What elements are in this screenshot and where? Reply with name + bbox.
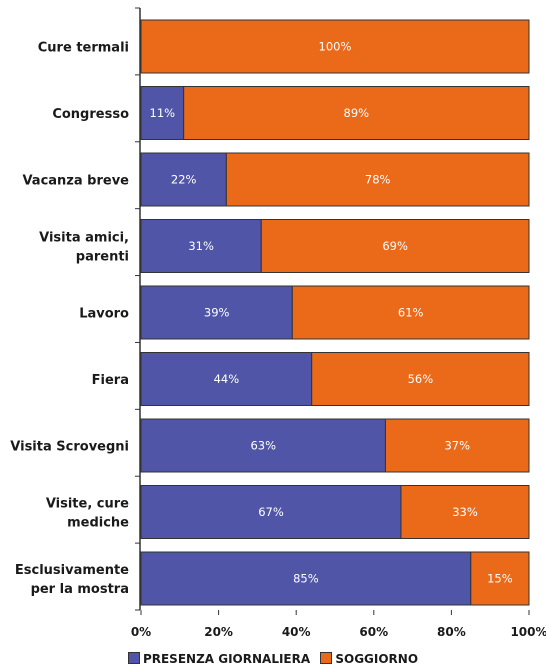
legend-item-soggiorno: SOGGIORNO <box>320 652 418 666</box>
category-label-4: Lavoro <box>79 307 129 322</box>
category-label-3-line-1: parenti <box>76 250 129 265</box>
bar-soggiorno-3 <box>260 219 530 273</box>
data-label-presenza-8: 85% <box>293 572 319 586</box>
bar-soggiorno-2 <box>225 152 530 207</box>
legend-label-soggiorno: SOGGIORNO <box>335 652 419 666</box>
category-label-5: Fiera <box>92 373 129 388</box>
data-label-presenza-6: 63% <box>250 439 276 453</box>
x-tick-label-1: 20% <box>204 625 233 639</box>
category-label-7-line-1: mediche <box>67 516 129 531</box>
data-label-presenza-7: 67% <box>258 505 284 519</box>
data-label-presenza-3: 31% <box>188 239 214 253</box>
category-label-3-line-0: Visita amici, <box>39 231 129 246</box>
data-label-soggiorno-6: 37% <box>444 439 470 453</box>
bar-presenza-7 <box>140 485 402 539</box>
bar-soggiorno-7 <box>400 485 530 539</box>
bar-soggiorno-8 <box>470 551 530 606</box>
data-label-soggiorno-0: 100% <box>319 40 352 54</box>
x-tick-label-3: 60% <box>359 625 388 639</box>
data-label-presenza-5: 44% <box>214 372 240 386</box>
bar-soggiorno-0 <box>140 19 530 74</box>
data-label-soggiorno-1: 89% <box>344 106 370 120</box>
category-label-8-line-0: Esclusivamente <box>15 563 129 578</box>
bar-soggiorno-5 <box>311 352 530 406</box>
category-label-2: Vacanza breve <box>22 174 129 189</box>
category-label-6: Visita Scrovegni <box>10 440 129 455</box>
legend-swatch-soggiorno <box>320 652 333 664</box>
bar-soggiorno-1 <box>183 86 530 140</box>
bar-soggiorno-4 <box>291 285 530 340</box>
legend: PRESENZA GIORNALIERA SOGGIORNO <box>0 652 546 666</box>
bar-presenza-8 <box>140 551 472 606</box>
data-label-presenza-1: 11% <box>150 106 176 120</box>
data-label-soggiorno-5: 56% <box>408 372 434 386</box>
category-label-1: Congresso <box>52 107 129 122</box>
x-tick-label-4: 80% <box>437 625 466 639</box>
bar-presenza-4 <box>140 285 293 340</box>
data-label-soggiorno-2: 78% <box>365 173 391 187</box>
bar-presenza-2 <box>140 152 227 207</box>
data-label-presenza-2: 22% <box>171 173 197 187</box>
legend-item-presenza-giornaliera: PRESENZA GIORNALIERA <box>127 652 311 666</box>
x-tick-label-0: 0% <box>131 625 151 639</box>
data-label-soggiorno-7: 33% <box>452 505 478 519</box>
x-tick-label-5: 100% <box>510 625 546 639</box>
category-label-7-line-0: Visite, cure <box>46 497 129 512</box>
bar-soggiorno-6 <box>384 418 530 473</box>
bar-presenza-3 <box>140 219 262 273</box>
bar-presenza-1 <box>140 86 185 140</box>
category-label-8-line-1: per la mostra <box>31 582 129 597</box>
data-label-soggiorno-8: 15% <box>487 572 513 586</box>
legend-swatch-presenza-giornaliera <box>127 652 140 664</box>
data-label-soggiorno-4: 61% <box>398 306 424 320</box>
legend-label-presenza-giornaliera: PRESENZA GIORNALIERA <box>142 652 311 666</box>
stacked-bar-chart: 100% Cure termali 11% 89% Congresso 22% 78% Vac… <box>10 7 546 639</box>
bar-presenza-5 <box>140 352 313 406</box>
data-label-soggiorno-3: 69% <box>382 239 408 253</box>
category-label-0: Cure termali <box>38 41 129 56</box>
x-tick-label-2: 40% <box>282 625 311 639</box>
data-label-presenza-4: 39% <box>204 306 230 320</box>
bar-presenza-6 <box>140 418 386 473</box>
